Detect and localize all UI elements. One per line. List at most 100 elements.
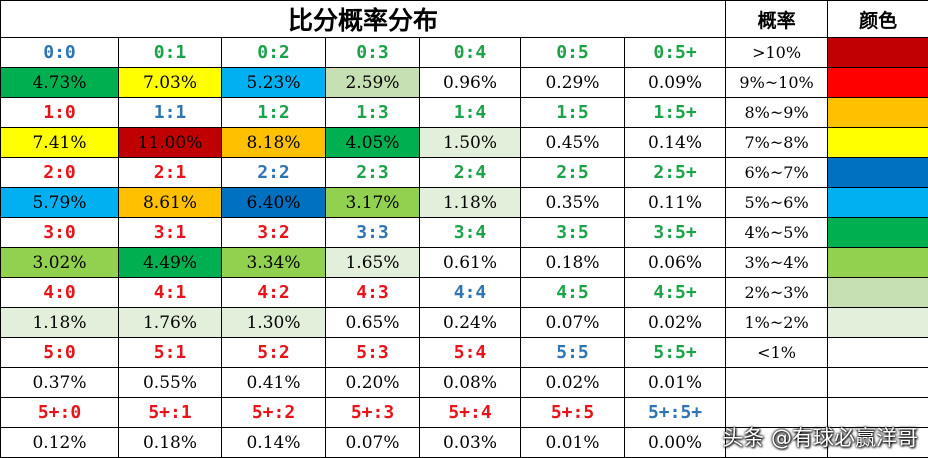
score-cell: 4:0 [0, 277, 119, 308]
legend-header-color: 颜色 [827, 0, 928, 38]
percent-row: 5.79% 8.61% 6.40% 3.17% 1.18% 0.35% 0.11% 5%~6% [0, 187, 928, 218]
score-cell: 3:5+ [623, 217, 727, 248]
probability-cell: 0.08% [419, 367, 521, 398]
probability-cell: 0.65% [325, 307, 420, 338]
probability-cell: 0.09% [623, 67, 727, 98]
score-row: 4:0 4:1 4:2 4:3 4:4 4:5 4:5+ 2%~3% [0, 277, 928, 308]
probability-cell: 1.18% [0, 307, 119, 338]
score-row: 0:0 0:1 0:2 0:3 0:4 0:5 0:5+ >10% [0, 37, 928, 68]
percent-row: 1.18% 1.76% 1.30% 0.65% 0.24% 0.07% 0.02% 1%~2% [0, 307, 928, 338]
score-row: 3:0 3:1 3:2 3:3 3:4 3:5 3:5+ 4%~5% [0, 217, 928, 248]
legend-range: 4%~5% [725, 217, 829, 248]
score-cell: 4:4 [419, 277, 521, 308]
score-cell: 5+:1 [118, 397, 222, 428]
score-cell: 3:3 [325, 217, 420, 248]
legend-header-probability: 概率 [725, 0, 829, 38]
legend-range: 6%~7% [725, 157, 829, 188]
score-cell: 0:3 [325, 37, 420, 68]
legend-range: 2%~3% [725, 277, 829, 308]
legend-swatch [827, 427, 928, 458]
probability-cell: 0.37% [0, 367, 119, 398]
probability-cell: 0.35% [520, 187, 625, 218]
score-cell: 1:5 [520, 97, 625, 128]
probability-cell: 0.02% [623, 307, 727, 338]
score-cell: 4:5 [520, 277, 625, 308]
score-cell: 3:4 [419, 217, 521, 248]
legend-swatch [827, 67, 928, 98]
probability-cell: 0.24% [419, 307, 521, 338]
probability-cell: 0.06% [623, 247, 727, 278]
legend-swatch [827, 307, 928, 338]
probability-cell: 1.50% [419, 127, 521, 158]
probability-cell: 0.20% [325, 367, 420, 398]
probability-cell: 0.18% [520, 247, 625, 278]
score-cell: 2:3 [325, 157, 420, 188]
probability-cell: 1.30% [221, 307, 326, 338]
probability-cell: 5.79% [0, 187, 119, 218]
score-cell: 3:2 [221, 217, 326, 248]
probability-cell: 0.07% [325, 427, 420, 458]
legend-swatch [827, 97, 928, 128]
legend-range [725, 367, 829, 398]
score-cell: 0:0 [0, 37, 119, 68]
probability-cell: 8.18% [221, 127, 326, 158]
probability-cell: 3.02% [0, 247, 119, 278]
percent-row: 7.41% 11.00% 8.18% 4.05% 1.50% 0.45% 0.14% 7%~8… [0, 127, 928, 158]
probability-cell: 0.18% [118, 427, 222, 458]
score-cell: 3:0 [0, 217, 119, 248]
probability-cell: 3.34% [221, 247, 326, 278]
score-cell: 5+:5 [520, 397, 625, 428]
probability-cell: 0.41% [221, 367, 326, 398]
legend-range: >10% [725, 37, 829, 68]
score-cell: 3:5 [520, 217, 625, 248]
probability-cell: 0.14% [221, 427, 326, 458]
score-cell: 5:3 [325, 337, 420, 368]
probability-cell: 8.61% [118, 187, 222, 218]
probability-cell: 0.11% [623, 187, 727, 218]
probability-cell: 11.00% [118, 127, 222, 158]
legend-swatch [827, 367, 928, 398]
legend-range [725, 427, 829, 458]
score-row: 2:0 2:1 2:2 2:3 2:4 2:5 2:5+ 6%~7% [0, 157, 928, 188]
header-row: 比分概率分布 概率 颜色 [0, 0, 928, 38]
probability-cell: 0.12% [0, 427, 119, 458]
probability-cell: 0.03% [419, 427, 521, 458]
score-cell: 4:3 [325, 277, 420, 308]
probability-cell: 0.07% [520, 307, 625, 338]
page-title: 比分概率分布 [0, 0, 727, 38]
score-cell: 0:1 [118, 37, 222, 68]
legend-range [725, 397, 829, 428]
score-cell: 2:5 [520, 157, 625, 188]
probability-cell: 3.17% [325, 187, 420, 218]
score-cell: 4:5+ [623, 277, 727, 308]
score-cell: 5+:5+ [623, 397, 727, 428]
legend-swatch [827, 277, 928, 308]
score-cell: 5:2 [221, 337, 326, 368]
score-cell: 1:1 [118, 97, 222, 128]
probability-cell: 0.01% [520, 427, 625, 458]
score-cell: 3:1 [118, 217, 222, 248]
probability-cell: 1.76% [118, 307, 222, 338]
probability-cell: 0.45% [520, 127, 625, 158]
legend-swatch [827, 127, 928, 158]
score-row: 5+:0 5+:1 5+:2 5+:3 5+:4 5+:5 5+:5+ [0, 397, 928, 428]
score-cell: 4:1 [118, 277, 222, 308]
score-cell: 5:1 [118, 337, 222, 368]
percent-row: 4.73% 7.03% 5.23% 2.59% 0.96% 0.29% 0.09% 9%~10… [0, 67, 928, 98]
score-cell: 1:2 [221, 97, 326, 128]
probability-cell: 0.61% [419, 247, 521, 278]
score-row: 1:0 1:1 1:2 1:3 1:4 1:5 1:5+ 8%~9% [0, 97, 928, 128]
legend-range: 5%~6% [725, 187, 829, 218]
score-cell: 5+:2 [221, 397, 326, 428]
percent-row: 3.02% 4.49% 3.34% 1.65% 0.61% 0.18% 0.06% 3%~4% [0, 247, 928, 278]
score-cell: 1:0 [0, 97, 119, 128]
probability-cell: 4.49% [118, 247, 222, 278]
probability-cell: 5.23% [221, 67, 326, 98]
score-cell: 0:4 [419, 37, 521, 68]
probability-cell: 0.55% [118, 367, 222, 398]
probability-cell: 7.03% [118, 67, 222, 98]
probability-cell: 6.40% [221, 187, 326, 218]
probability-cell: 4.73% [0, 67, 119, 98]
